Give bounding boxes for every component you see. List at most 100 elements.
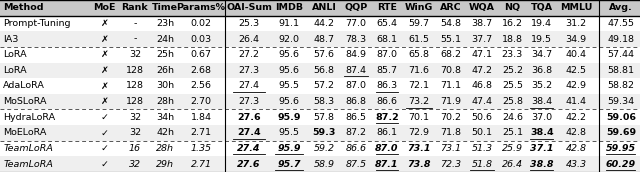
Text: 1.84: 1.84 (191, 113, 212, 122)
Text: 50.1: 50.1 (472, 128, 493, 137)
Text: 95.6: 95.6 (278, 66, 300, 75)
Text: 91.1: 91.1 (278, 19, 300, 28)
Bar (0, 63, 640, 78)
Text: 72.1: 72.1 (408, 82, 429, 90)
Text: 2.71: 2.71 (191, 128, 212, 137)
Text: 71.9: 71.9 (440, 97, 461, 106)
Text: 31.2: 31.2 (566, 19, 587, 28)
Text: 92.0: 92.0 (278, 35, 300, 44)
Text: 84.9: 84.9 (346, 50, 367, 59)
Text: HydraLoRA: HydraLoRA (3, 113, 55, 122)
Text: 47.1: 47.1 (472, 50, 493, 59)
Text: 47.55: 47.55 (607, 19, 634, 28)
Text: 51.3: 51.3 (472, 144, 493, 153)
Text: TeamLoRA: TeamLoRA (3, 144, 53, 153)
Text: 128: 128 (126, 97, 144, 106)
Text: 72.3: 72.3 (440, 160, 461, 169)
Text: 71.8: 71.8 (440, 128, 461, 137)
Text: 2.71: 2.71 (191, 160, 212, 169)
Text: 36.8: 36.8 (531, 66, 552, 75)
Text: 25h: 25h (156, 50, 174, 59)
Text: 0.02: 0.02 (191, 19, 212, 28)
Text: 32: 32 (129, 50, 141, 59)
Text: 54.8: 54.8 (440, 19, 461, 28)
Text: 34h: 34h (156, 113, 174, 122)
Text: AdaLoRA: AdaLoRA (3, 82, 45, 90)
Text: 86.8: 86.8 (346, 97, 367, 106)
Text: 73.1: 73.1 (440, 144, 461, 153)
Text: TeamLoRA: TeamLoRA (3, 160, 53, 169)
Text: 87.2: 87.2 (346, 128, 367, 137)
Text: ✓: ✓ (100, 113, 109, 122)
Text: 16: 16 (129, 144, 141, 153)
Text: 19.5: 19.5 (531, 35, 552, 44)
Text: 51.8: 51.8 (472, 160, 493, 169)
Text: 55.1: 55.1 (440, 35, 461, 44)
Text: 60.29: 60.29 (606, 160, 636, 169)
Text: 27.4: 27.4 (237, 128, 260, 137)
Text: Method: Method (3, 3, 44, 12)
Text: LoRA: LoRA (3, 66, 27, 75)
Text: MoE: MoE (93, 3, 116, 12)
Text: 43.3: 43.3 (566, 160, 587, 169)
Text: 27.6: 27.6 (237, 113, 260, 122)
Text: 95.7: 95.7 (277, 160, 301, 169)
Text: 70.2: 70.2 (440, 113, 461, 122)
Text: 1.35: 1.35 (191, 144, 212, 153)
Text: 28h: 28h (156, 144, 174, 153)
Text: ✗: ✗ (100, 50, 109, 59)
Text: 18.8: 18.8 (502, 35, 523, 44)
Text: MMLU: MMLU (560, 3, 593, 12)
Text: 95.5: 95.5 (278, 128, 300, 137)
Text: 37.1: 37.1 (530, 144, 554, 153)
Text: 47.4: 47.4 (472, 97, 493, 106)
Text: 59.06: 59.06 (606, 113, 636, 122)
Text: ✗: ✗ (100, 35, 109, 44)
Text: 95.9: 95.9 (277, 144, 301, 153)
Text: 68.1: 68.1 (376, 35, 397, 44)
Text: 128: 128 (126, 82, 144, 90)
Text: 42.8: 42.8 (566, 144, 587, 153)
Text: 2.68: 2.68 (191, 66, 212, 75)
Text: ✗: ✗ (100, 97, 109, 106)
Text: 85.7: 85.7 (376, 66, 397, 75)
Text: MoELoRA: MoELoRA (3, 128, 47, 137)
Text: 27.4: 27.4 (237, 144, 260, 153)
Text: OAI-Sum: OAI-Sum (226, 3, 272, 12)
Text: 57.6: 57.6 (314, 50, 335, 59)
Text: 24h: 24h (156, 35, 174, 44)
Text: Time: Time (152, 3, 178, 12)
Text: 23h: 23h (156, 19, 174, 28)
Text: RTE: RTE (377, 3, 397, 12)
Text: ✗: ✗ (100, 19, 109, 28)
Text: 57.44: 57.44 (607, 50, 634, 59)
Text: IMDB: IMDB (275, 3, 303, 12)
Text: NQ: NQ (504, 3, 520, 12)
Text: 29h: 29h (156, 160, 174, 169)
Bar (0, 16, 640, 31)
Text: 48.7: 48.7 (314, 35, 335, 44)
Text: 73.1: 73.1 (407, 144, 431, 153)
Text: 59.3: 59.3 (312, 128, 335, 137)
Text: 77.0: 77.0 (346, 19, 367, 28)
Text: 86.6: 86.6 (376, 97, 397, 106)
Text: Params%: Params% (177, 3, 225, 12)
Text: -: - (133, 35, 136, 44)
Text: 87.0: 87.0 (375, 144, 399, 153)
Text: 25.9: 25.9 (502, 144, 523, 153)
Text: 95.9: 95.9 (277, 113, 301, 122)
Text: 24.6: 24.6 (502, 113, 523, 122)
Text: 128: 128 (126, 66, 144, 75)
Text: 2.70: 2.70 (191, 97, 212, 106)
Text: ✓: ✓ (100, 160, 109, 169)
Text: 87.0: 87.0 (346, 82, 367, 90)
Text: 25.3: 25.3 (239, 19, 260, 28)
Text: 78.3: 78.3 (346, 35, 367, 44)
Text: 58.81: 58.81 (607, 66, 634, 75)
Text: 30h: 30h (156, 82, 174, 90)
Text: 42.2: 42.2 (566, 113, 587, 122)
Text: 57.2: 57.2 (314, 82, 335, 90)
Text: 27.3: 27.3 (239, 66, 260, 75)
Bar (0, 47, 640, 63)
Text: 87.0: 87.0 (376, 50, 397, 59)
